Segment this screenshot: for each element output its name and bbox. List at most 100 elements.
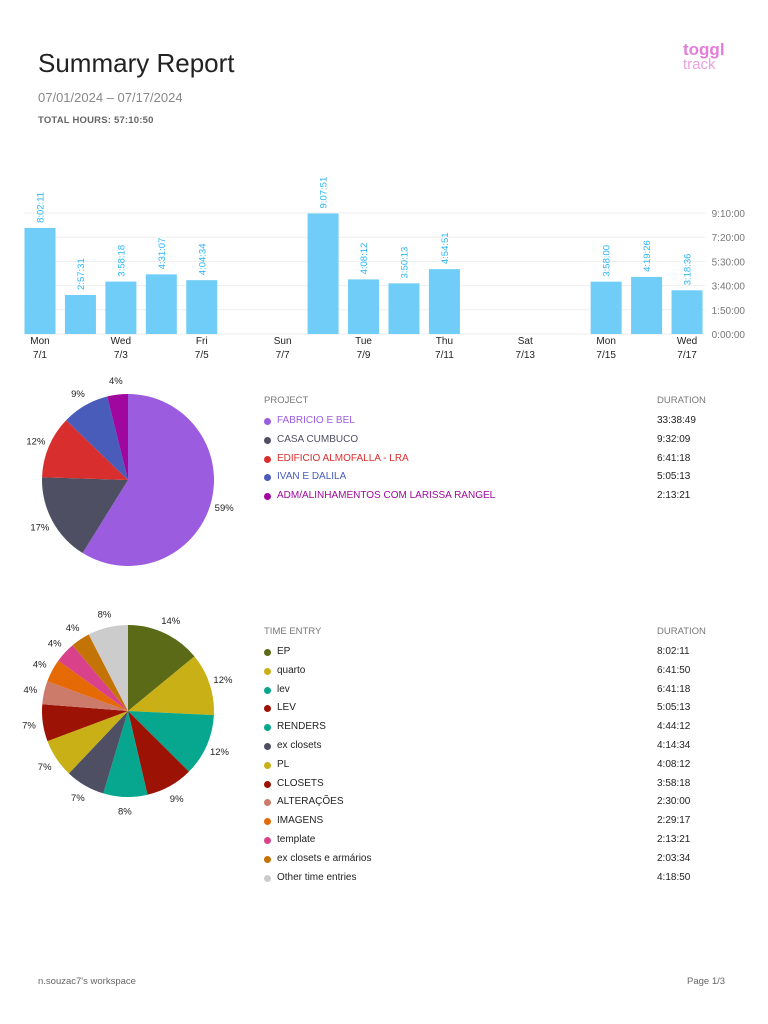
legend-dot-icon [264,874,271,882]
bar-7/15 [590,281,622,334]
legend-duration: 4:08:12 [657,758,691,770]
project-header: PROJECT [264,395,309,406]
x-tick-day: Wed [677,336,697,347]
legend-name: EP [277,646,291,657]
x-tick-date: 7/13 [516,350,536,361]
time-entry-percent-label: 14% [161,616,181,627]
time-entry-legend-row: RENDERS 4:44:12 [264,720,724,736]
time-entry-slice [58,645,128,711]
legend-name: Other time entries [277,871,357,883]
x-tick-day: Tue [355,336,372,347]
bar-value-label: 4:54:51 [440,232,451,264]
legend-dot-icon [264,686,271,694]
x-tick-day: Wed [111,336,131,347]
legend-duration: 2:29:17 [657,815,691,827]
bar-7/3 [105,281,137,334]
bar-7/4 [145,274,177,334]
legend-dot-icon [264,667,271,675]
x-tick-day: Sat [518,336,533,347]
x-tick-date: 7/17 [677,350,697,361]
legend-duration: 2:13:21 [657,834,691,845]
legend-dot-icon [264,474,271,482]
time-entry-legend-row: lev 6:41:18 [264,683,724,699]
bar-value-label: 9:07:51 [319,177,330,209]
time-entry-slice [68,711,128,794]
time-entry-slice [103,711,148,797]
time-entry-legend-row: ex closets e armários 2:03:34 [264,852,724,868]
legend-name: template [277,834,316,845]
time-entry-percent-label: 12% [210,747,230,758]
bar-7/9 [348,279,380,334]
time-entry-percent-label: 8% [118,806,132,817]
bar-7/2 [64,294,96,334]
legend-duration: 5:05:13 [657,702,691,714]
legend-duration: 2:03:34 [657,852,691,864]
project-slice [42,420,128,480]
bar-7/17 [671,290,703,334]
x-tick-date: 7/11 [435,350,454,361]
time-entry-slice [128,656,214,716]
time-entry-legend-row: quarto 6:41:50 [264,664,724,680]
legend-name: IMAGENS [277,815,324,827]
bar-value-label: 4:31:07 [157,238,168,270]
legend-name: ALTERAÇÕES [277,796,344,808]
legend-name: lev [277,683,290,695]
project-slice [42,477,129,554]
bar-7/10 [388,283,420,334]
legend-duration: 2:30:00 [657,796,691,808]
time-entry-percent-label: 7% [22,720,36,731]
time-entry-slice [47,711,129,774]
project-percent-label: 4% [109,376,123,387]
x-tick-day: Mon [596,336,615,347]
time-entry-duration-header: DURATION [657,626,706,637]
legend-name: LEV [277,702,296,714]
bar-value-label: 4:19:26 [642,240,653,272]
project-legend-row: ADM/ALINHAMENTOS COM LARISSA RANGEL 2:13:… [264,489,724,505]
legend-dot-icon [264,761,271,769]
bar-7/8 [307,213,339,334]
legend-name: FABRICIO E BEL [277,415,355,426]
time-entry-slice [128,711,189,795]
legend-dot-icon [264,724,271,732]
legend-name: IVAN E DALILA [277,471,347,483]
project-legend-row: IVAN E DALILA 5:05:13 [264,470,724,486]
legend-name: CASA CUMBUCO [277,433,359,445]
time-entry-header: TIME ENTRY [264,626,322,637]
time-entry-slice [42,681,129,711]
x-tick-date: 7/15 [596,350,616,361]
legend-name: RENDERS [277,721,326,733]
bar-value-label: 2:57:31 [76,258,87,290]
time-entry-slice [88,625,128,711]
legend-duration: 2:13:21 [657,490,691,502]
legend-duration: 9:32:09 [657,433,691,445]
project-legend-row: FABRICIO E BEL 33:38:49 [264,414,724,430]
x-tick-date: 7/7 [276,350,290,361]
bar-7/11 [428,269,460,334]
total-hours: TOTAL HOURS: 57:10:50 [38,115,154,126]
bar-7/16 [631,276,663,334]
project-percent-label: 12% [26,437,46,448]
legend-duration: 4:14:34 [657,740,691,751]
legend-duration: 4:44:12 [657,721,691,733]
legend-dot-icon [264,455,271,463]
x-tick-day: Thu [436,336,453,347]
time-entry-slice [128,625,195,711]
y-tick-label: 9:10:00 [712,209,746,220]
bar-7/1 [24,227,56,334]
x-tick-date: 7/9 [357,350,371,361]
x-tick-date: 7/5 [195,350,209,361]
time-entry-legend-row: LEV 5:05:13 [264,701,724,717]
legend-duration: 5:05:13 [657,471,691,483]
legend-duration: 4:18:50 [657,871,691,883]
time-entry-percent-label: 9% [170,794,184,805]
x-tick-day: Mon [30,336,49,347]
time-entry-slice [128,711,214,772]
project-legend-row: EDIFICIO ALMOFALLA - LRA 6:41:18 [264,452,724,468]
legend-dot-icon [264,780,271,788]
y-tick-label: 7:20:00 [712,233,746,244]
time-entry-legend-row: ex closets 4:14:34 [264,739,724,755]
time-entry-percent-label: 4% [23,685,37,696]
legend-duration: 3:58:18 [657,777,691,789]
legend-dot-icon [264,743,271,750]
project-slice [107,394,128,480]
